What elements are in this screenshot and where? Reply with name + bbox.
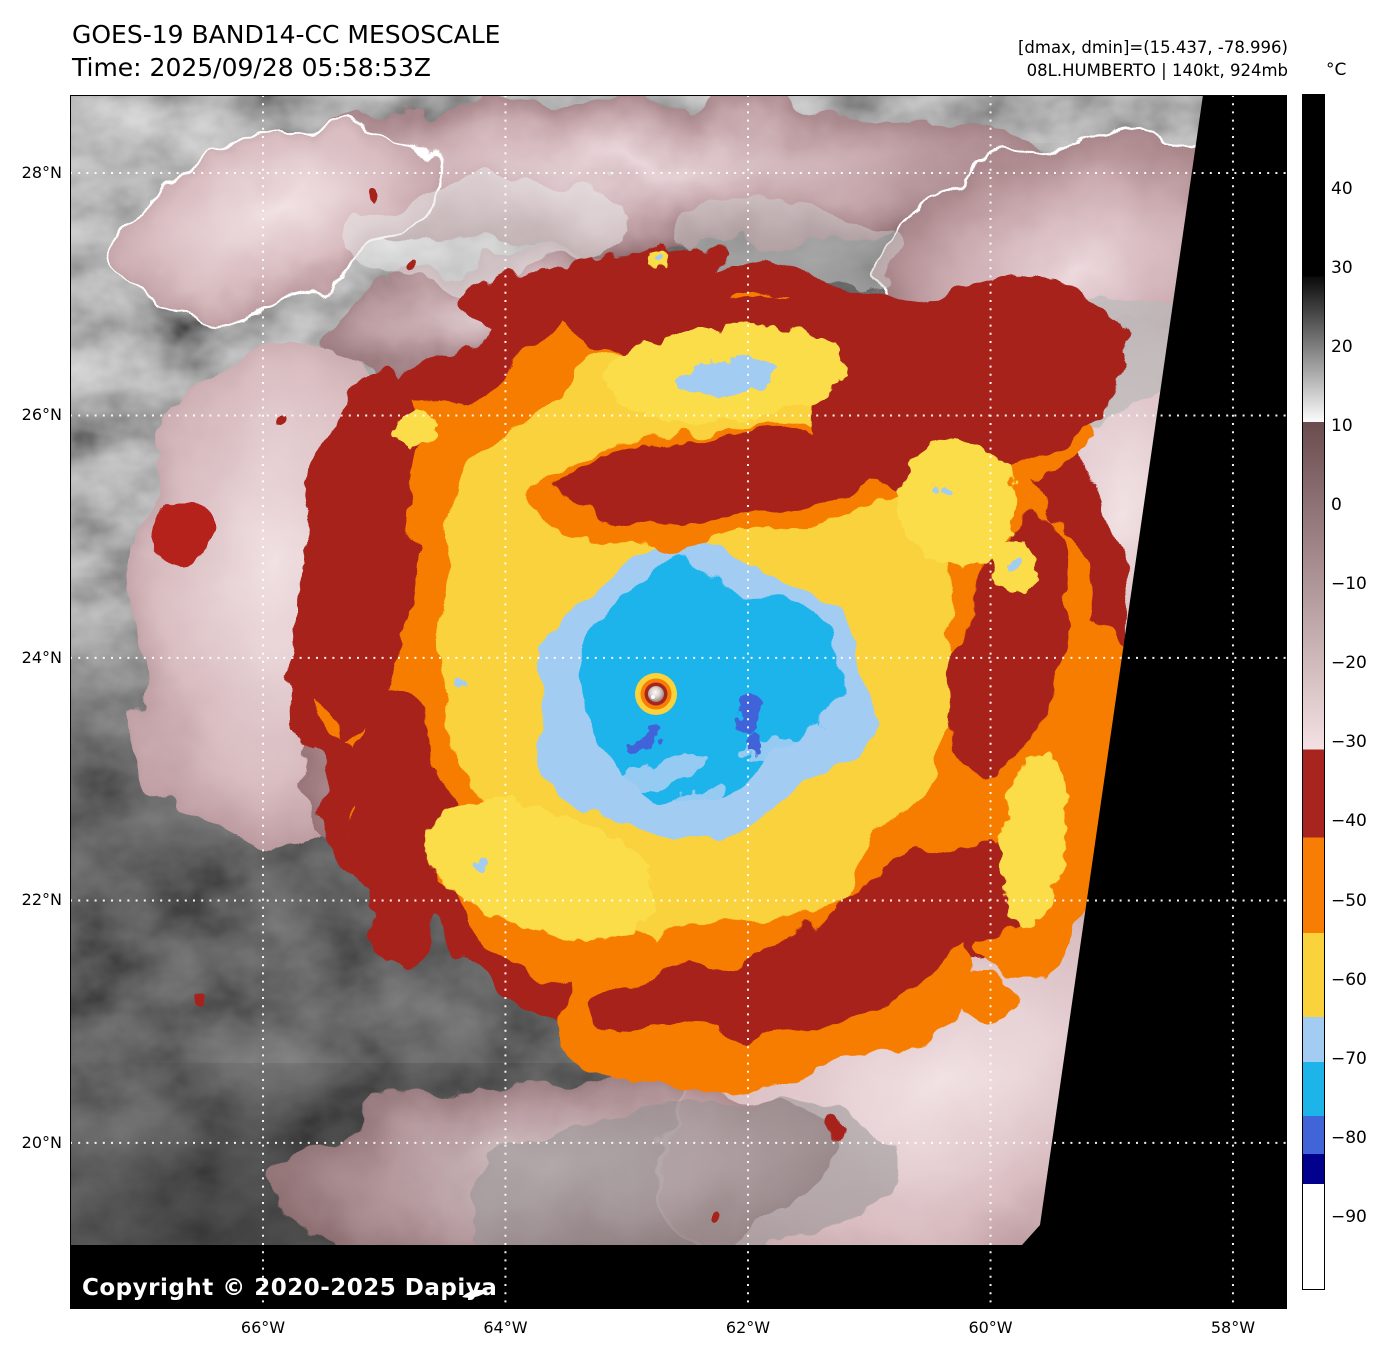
title-block: GOES-19 BAND14-CC MESOSCALE Time: 2025/0… xyxy=(72,18,500,84)
colorbar-tick-label: 10 xyxy=(1331,416,1353,437)
lon-label: 66°W xyxy=(240,1318,286,1337)
lat-label: 28°N xyxy=(21,162,62,182)
gridlines xyxy=(70,95,1287,1309)
colorbar-tick-label: 30 xyxy=(1331,257,1353,278)
colorbar-tick-label: 40 xyxy=(1331,178,1353,199)
lon-label: 58°W xyxy=(1210,1318,1256,1337)
lat-label: 20°N xyxy=(21,1132,62,1152)
colorbar-tick-label: −40 xyxy=(1331,811,1367,832)
satellite-map: Copyright © 2020-2025 Dapiya xyxy=(70,95,1287,1309)
colorbar-tick-label: −20 xyxy=(1331,653,1367,674)
lon-label: 62°W xyxy=(725,1318,771,1337)
colorbar-tick-label: −80 xyxy=(1331,1127,1367,1148)
core-details xyxy=(603,693,798,828)
colorbar-unit-label: °C xyxy=(1326,60,1347,80)
colorbar-tick-label: 0 xyxy=(1331,495,1342,516)
colorbar-tick-label: −70 xyxy=(1331,1048,1367,1069)
lat-label: 24°N xyxy=(21,647,62,667)
lat-label: 22°N xyxy=(21,890,62,910)
page-title: GOES-19 BAND14-CC MESOSCALE xyxy=(72,20,501,49)
info-block: [dmax, dmin]=(15.437, -78.996) 08L.HUMBE… xyxy=(1018,36,1288,82)
cold-blue-spots xyxy=(452,255,1020,872)
timestamp: Time: 2025/09/28 05:58:53Z xyxy=(72,53,431,82)
yellow-patches xyxy=(398,250,1067,940)
satellite-image xyxy=(70,95,1287,1309)
hurricane-eye xyxy=(635,673,677,715)
copyright-text: Copyright © 2020-2025 Dapiya xyxy=(82,1275,498,1301)
no-data-black-region xyxy=(70,95,1287,1309)
colorbar-tick-label: −60 xyxy=(1331,969,1367,990)
colorbar-tick-label: −90 xyxy=(1331,1206,1367,1227)
colorbar-tick-label: −30 xyxy=(1331,732,1367,753)
colorbar-tick-label: 20 xyxy=(1331,337,1353,358)
lat-label: 26°N xyxy=(21,405,62,425)
lon-label: 60°W xyxy=(968,1318,1013,1337)
colorbar-tick-label: −50 xyxy=(1331,890,1367,911)
island-glyph xyxy=(462,1289,488,1298)
dmax-dmin-readout: [dmax, dmin]=(15.437, -78.996) xyxy=(1018,38,1288,57)
colorbar xyxy=(1302,94,1325,1290)
lon-label: 64°W xyxy=(483,1318,528,1337)
storm-info: 08L.HUMBERTO | 140kt, 924mb xyxy=(1026,61,1288,80)
dark-red-bands xyxy=(158,183,1135,1221)
colorbar-tick-label: −10 xyxy=(1331,574,1367,595)
